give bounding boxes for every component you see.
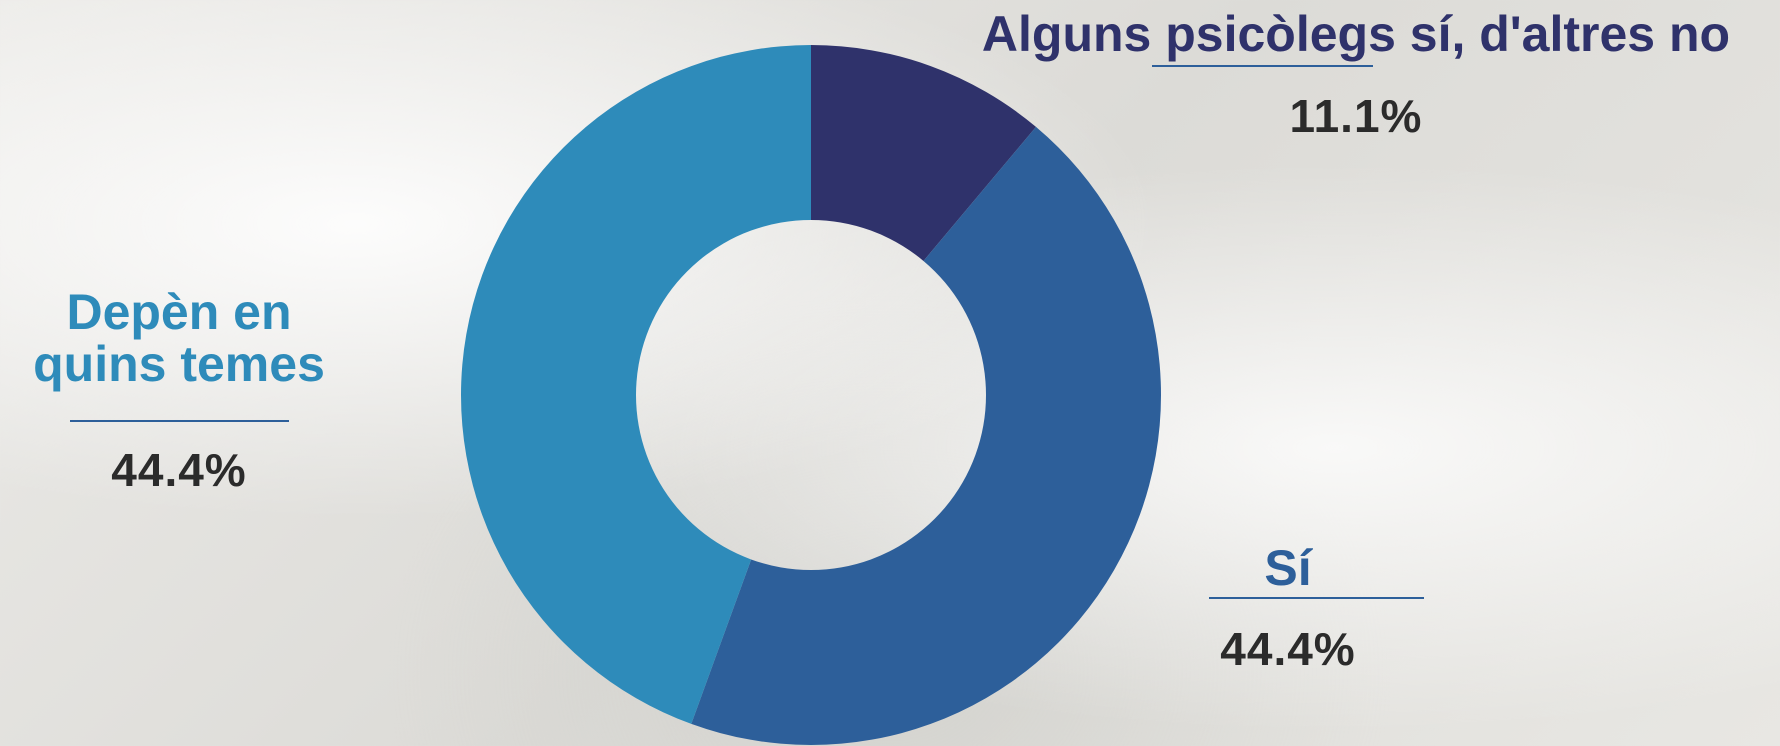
donut-slice xyxy=(811,45,1036,261)
value-label: 44.4% xyxy=(1220,623,1356,675)
label-rule xyxy=(1152,65,1373,67)
slice-label: Sí xyxy=(1264,539,1312,596)
donut-slice xyxy=(691,126,1162,745)
slice-label: Alguns psicòlegs sí, d'altres no xyxy=(981,5,1731,62)
label-rule xyxy=(1209,597,1424,599)
donut-slice xyxy=(460,45,811,724)
value-label: 44.4% xyxy=(111,444,247,496)
slice-label: Depèn en quins temes xyxy=(33,283,325,392)
value-label: 11.1% xyxy=(1289,90,1423,142)
label-rule xyxy=(70,420,289,422)
